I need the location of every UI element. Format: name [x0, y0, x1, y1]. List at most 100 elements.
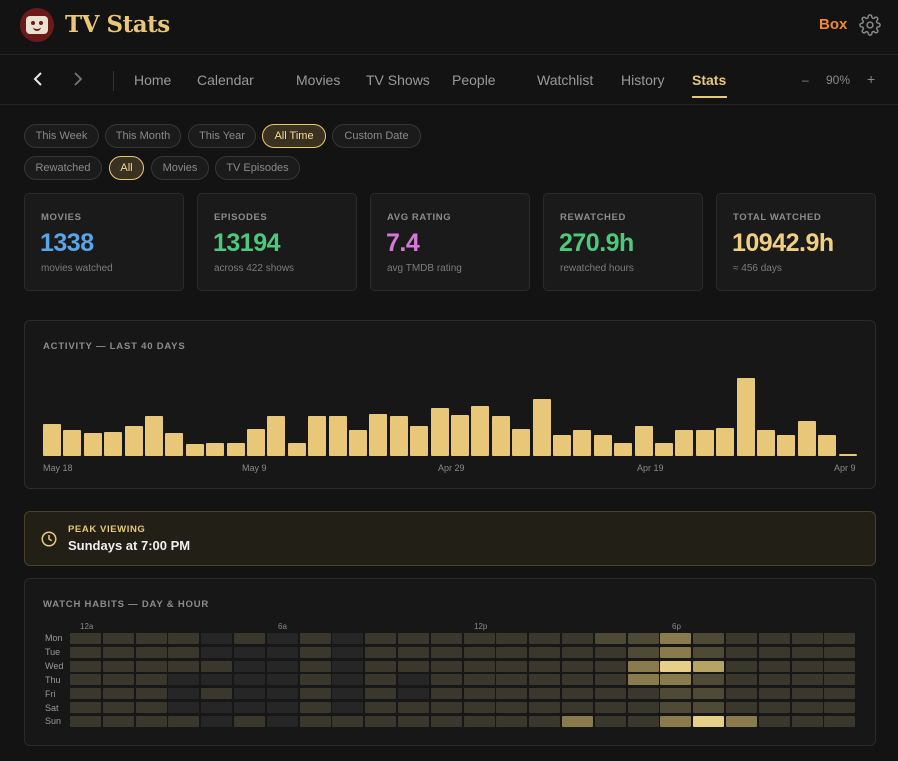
heatmap-cell[interactable]	[726, 715, 757, 727]
heatmap-cell[interactable]	[430, 633, 462, 644]
heatmap-cell[interactable]	[70, 715, 101, 727]
heatmap-cell[interactable]	[201, 715, 233, 727]
heatmap-cell[interactable]	[398, 674, 429, 686]
heatmap-cell[interactable]	[594, 646, 626, 658]
heatmap-cell[interactable]	[726, 646, 757, 658]
filter-this-week[interactable]: This Week	[24, 124, 99, 148]
heatmap-cell[interactable]	[135, 674, 167, 686]
activity-bar[interactable]	[532, 399, 551, 456]
heatmap-cell[interactable]	[102, 633, 134, 644]
heatmap-cell[interactable]	[365, 715, 397, 727]
activity-bar[interactable]	[838, 454, 857, 456]
heatmap-cell[interactable]	[627, 715, 659, 727]
nav-home[interactable]: Home	[134, 72, 172, 88]
heatmap-cell[interactable]	[102, 688, 134, 700]
heatmap-cell[interactable]	[70, 674, 101, 686]
heatmap-cell[interactable]	[594, 702, 626, 713]
heatmap-cell[interactable]	[463, 660, 495, 672]
heatmap-cell[interactable]	[824, 646, 856, 658]
nav-people[interactable]: People	[452, 72, 496, 88]
heatmap-cell[interactable]	[594, 715, 626, 727]
activity-bar[interactable]	[206, 443, 225, 456]
activity-bar[interactable]	[185, 444, 204, 456]
heatmap-cell[interactable]	[463, 702, 495, 713]
heatmap-cell[interactable]	[693, 633, 725, 644]
activity-bar[interactable]	[777, 435, 796, 456]
heatmap-cell[interactable]	[365, 660, 397, 672]
heatmap-cell[interactable]	[824, 715, 856, 727]
gear-icon[interactable]	[859, 14, 881, 36]
heatmap-cell[interactable]	[266, 646, 298, 658]
activity-bar[interactable]	[104, 432, 123, 456]
heatmap-cell[interactable]	[791, 660, 823, 672]
activity-bar[interactable]	[308, 416, 327, 456]
heatmap-cell[interactable]	[266, 660, 298, 672]
heatmap-cell[interactable]	[594, 660, 626, 672]
heatmap-cell[interactable]	[135, 688, 167, 700]
heatmap-cell[interactable]	[430, 715, 462, 727]
heatmap-cell[interactable]	[266, 674, 298, 686]
heatmap-cell[interactable]	[332, 660, 364, 672]
filter-this-month[interactable]: This Month	[105, 124, 181, 148]
heatmap-cell[interactable]	[168, 688, 200, 700]
heatmap-cell[interactable]	[266, 633, 298, 644]
filter-all[interactable]: All	[109, 156, 144, 180]
heatmap-cell[interactable]	[299, 646, 331, 658]
heatmap-cell[interactable]	[135, 702, 167, 713]
forward-arrow-icon[interactable]	[68, 69, 88, 89]
heatmap-cell[interactable]	[529, 715, 561, 727]
heatmap-cell[interactable]	[496, 688, 528, 700]
activity-bar[interactable]	[634, 426, 653, 456]
heatmap-cell[interactable]	[758, 674, 790, 686]
heatmap-cell[interactable]	[266, 715, 298, 727]
activity-bar[interactable]	[83, 432, 102, 456]
heatmap-cell[interactable]	[201, 633, 233, 644]
activity-bar[interactable]	[716, 428, 735, 456]
heatmap-cell[interactable]	[332, 688, 364, 700]
heatmap-cell[interactable]	[332, 674, 364, 686]
heatmap-cell[interactable]	[135, 660, 167, 672]
heatmap-cell[interactable]	[299, 715, 331, 727]
heatmap-cell[interactable]	[496, 702, 528, 713]
heatmap-cell[interactable]	[529, 688, 561, 700]
activity-bar[interactable]	[287, 443, 306, 456]
heatmap-cell[interactable]	[201, 660, 233, 672]
heatmap-cell[interactable]	[398, 633, 429, 644]
heatmap-cell[interactable]	[791, 715, 823, 727]
heatmap-cell[interactable]	[463, 646, 495, 658]
heatmap-cell[interactable]	[266, 688, 298, 700]
nav-stats[interactable]: Stats	[692, 72, 727, 88]
heatmap-cell[interactable]	[660, 646, 692, 658]
heatmap-cell[interactable]	[234, 633, 265, 644]
heatmap-cell[interactable]	[627, 646, 659, 658]
activity-bar[interactable]	[349, 430, 367, 456]
heatmap-cell[interactable]	[758, 688, 790, 700]
heatmap-cell[interactable]	[70, 702, 101, 713]
heatmap-cell[interactable]	[332, 646, 364, 658]
heatmap-cell[interactable]	[70, 633, 101, 644]
filter-all-time[interactable]: All Time	[262, 124, 326, 148]
heatmap-cell[interactable]	[529, 702, 561, 713]
heatmap-cell[interactable]	[430, 660, 462, 672]
heatmap-cell[interactable]	[463, 674, 495, 686]
heatmap-cell[interactable]	[234, 660, 265, 672]
activity-bar[interactable]	[818, 435, 837, 456]
zoom-in-button[interactable]: +	[867, 71, 876, 87]
heatmap-cell[interactable]	[758, 702, 790, 713]
heatmap-cell[interactable]	[562, 660, 593, 672]
heatmap-cell[interactable]	[726, 633, 757, 644]
heatmap-cell[interactable]	[496, 646, 528, 658]
activity-bar[interactable]	[553, 435, 571, 456]
zoom-out-button[interactable]: –	[802, 73, 809, 87]
activity-bar[interactable]	[471, 406, 490, 456]
heatmap-cell[interactable]	[463, 688, 495, 700]
heatmap-cell[interactable]	[529, 674, 561, 686]
heatmap-cell[interactable]	[726, 702, 757, 713]
activity-bar[interactable]	[145, 416, 163, 456]
heatmap-cell[interactable]	[726, 674, 757, 686]
activity-bar[interactable]	[430, 408, 449, 456]
app-title[interactable]: TV Stats	[65, 11, 170, 38]
heatmap-cell[interactable]	[398, 702, 429, 713]
heatmap-cell[interactable]	[365, 633, 397, 644]
heatmap-cell[interactable]	[726, 660, 757, 672]
